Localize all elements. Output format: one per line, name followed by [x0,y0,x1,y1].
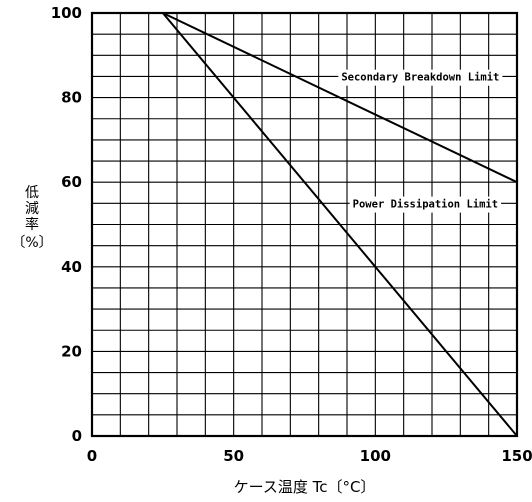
x-tick-label: 150 [501,447,532,465]
y-axis-label-line: 減 [25,200,39,217]
x-tick-label: 100 [360,447,391,465]
annotations: Secondary Breakdown Limit Power Dissipati… [338,69,503,213]
y-axis-label-line: 〔%〕 [11,235,52,251]
y-axis-label: 低減率〔%〕 [11,185,52,251]
y-tick-label: 100 [51,4,82,22]
y-tick-label: 60 [61,173,82,191]
y-tick-label: 20 [61,342,82,360]
y-tick-label: 40 [61,258,82,276]
y-axis-label-line: 率 [25,216,39,233]
y-tick-label: 80 [61,89,82,107]
annotation-label: Power Dissipation Limit [353,199,498,211]
annotation-background [338,69,503,86]
series-lines [92,12,518,437]
x-tick-labels: 0 50 100 150 [87,447,532,465]
series-line-2 [92,12,518,437]
annotation-background [349,196,502,213]
y-axis-label-line: 低 [25,185,39,201]
y-tick-label: 0 [72,427,82,445]
x-tick-label: 0 [87,447,97,465]
x-axis-label: ケース温度 Tc〔°C〕 [234,478,376,496]
plot-frame [90,11,519,438]
annotation-label: Secondary Breakdown Limit [341,72,499,84]
x-tick-label: 50 [223,447,244,465]
y-tick-labels: 0 20 40 60 80 100 [51,4,82,445]
